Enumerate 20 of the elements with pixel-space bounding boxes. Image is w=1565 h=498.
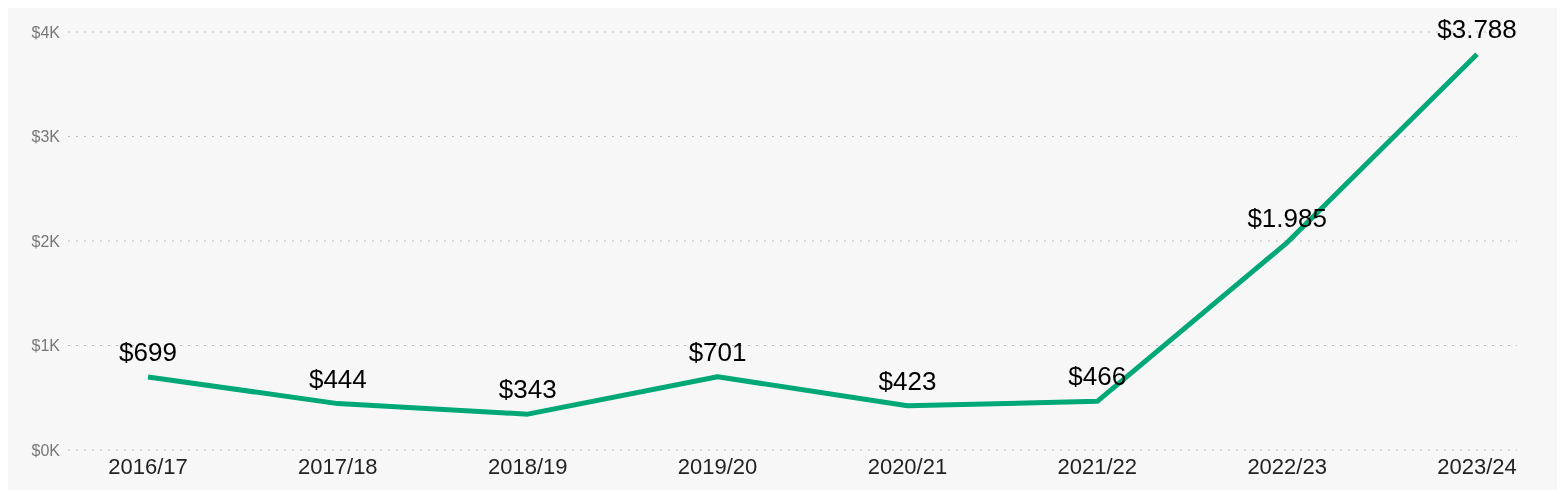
y-tick-label: $0K — [31, 441, 61, 459]
data-label: $343 — [498, 374, 557, 405]
x-tick-label: 2019/20 — [677, 453, 758, 479]
x-tick-label: 2022/23 — [1247, 453, 1327, 479]
x-tick-label: 2020/21 — [867, 453, 948, 479]
data-label: $3.788 — [1437, 14, 1517, 45]
y-tick-label: $4K — [31, 23, 61, 41]
data-label: $701 — [688, 336, 747, 367]
y-tick-label: $3K — [31, 128, 61, 146]
x-tick-label: 2023/24 — [1437, 453, 1517, 479]
x-tick-label: 2018/19 — [487, 453, 568, 479]
x-tick-label: 2016/17 — [108, 453, 188, 479]
y-tick-label: $1K — [31, 337, 61, 355]
y-tick-label: $2K — [31, 232, 61, 250]
data-label: $466 — [1068, 361, 1127, 392]
data-label: $423 — [878, 365, 937, 396]
data-label: $699 — [119, 336, 177, 367]
x-tick-label: 2021/22 — [1057, 453, 1138, 479]
data-label: $444 — [308, 363, 367, 394]
x-tick-label: 2017/18 — [298, 453, 378, 479]
